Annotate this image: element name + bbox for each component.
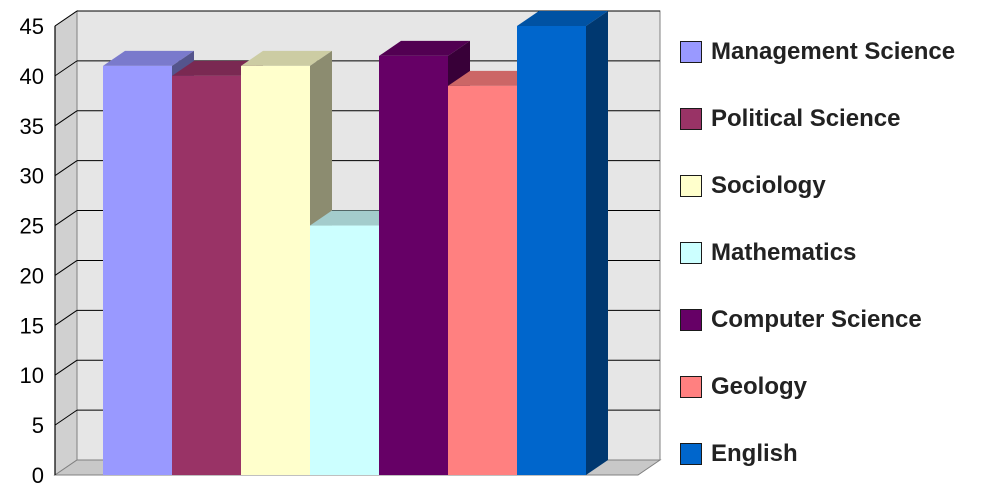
gridline-side: [54, 309, 78, 326]
legend-swatch: [680, 442, 702, 465]
bar-front: [172, 75, 241, 475]
y-tick-label: 30: [20, 164, 44, 189]
bar-side: [586, 11, 608, 475]
legend-item: Geology: [680, 353, 995, 420]
legend-item: Sociology: [680, 152, 995, 219]
y-tick-label: 40: [20, 64, 44, 89]
y-tick-label: 15: [20, 313, 44, 338]
bar-top: [448, 70, 539, 86]
legend-item: Management Science: [680, 18, 995, 85]
legend-label: Geology: [711, 372, 808, 400]
bar: [241, 50, 332, 476]
bar-front: [379, 55, 448, 475]
gridline-side: [54, 10, 78, 27]
legend-item: Mathematics: [680, 219, 995, 286]
bar-top: [172, 60, 263, 76]
gridline-side: [54, 359, 78, 376]
legend-item: Political Science: [680, 85, 995, 152]
y-tick-label: 20: [20, 263, 44, 288]
gridline-side: [54, 409, 78, 426]
legend-swatch: [680, 241, 702, 264]
legend-label: Computer Science: [711, 305, 922, 333]
y-tick-label: 0: [32, 463, 44, 488]
legend-label: English: [711, 439, 798, 467]
legend-swatch: [680, 308, 702, 331]
gridline-side: [54, 110, 78, 127]
y-axis: 0 5 10 15 20 25 30 35 40 45: [20, 14, 56, 488]
legend-swatch: [680, 40, 702, 63]
gridline-side: [54, 260, 78, 276]
bar-top: [379, 40, 470, 56]
bars: [103, 11, 608, 476]
gridline-side: [54, 210, 78, 226]
bar-top: [517, 11, 608, 26]
bar: [517, 11, 608, 475]
side-wall: [54, 10, 78, 476]
legend-swatch: [680, 107, 702, 130]
bar-front: [517, 26, 586, 475]
legend-swatch: [680, 375, 702, 398]
y-tick-label: 5: [32, 413, 44, 438]
bar-top: [241, 50, 332, 66]
bar-top: [310, 210, 401, 226]
bar-top: [103, 50, 194, 66]
bar-front: [310, 225, 379, 475]
legend-item: Computer Science: [680, 286, 995, 353]
legend-label: Mathematics: [711, 238, 857, 266]
legend-label: Sociology: [711, 171, 826, 199]
y-tick-label: 35: [20, 114, 44, 139]
legend-item: English: [680, 420, 995, 487]
gridline-side: [54, 160, 78, 177]
y-tick-label: 45: [20, 14, 44, 39]
bar-front: [103, 65, 172, 476]
gridline-side: [54, 60, 78, 77]
legend-swatch: [680, 174, 702, 197]
bar-front: [241, 65, 310, 476]
legend-label: Political Science: [711, 104, 901, 132]
legend-label: Management Science: [711, 37, 956, 65]
bar-front: [448, 85, 517, 475]
y-tick-label: 10: [20, 363, 44, 388]
legend: Management Science Political Science Socio…: [680, 18, 995, 487]
y-tick-label: 25: [20, 214, 44, 239]
